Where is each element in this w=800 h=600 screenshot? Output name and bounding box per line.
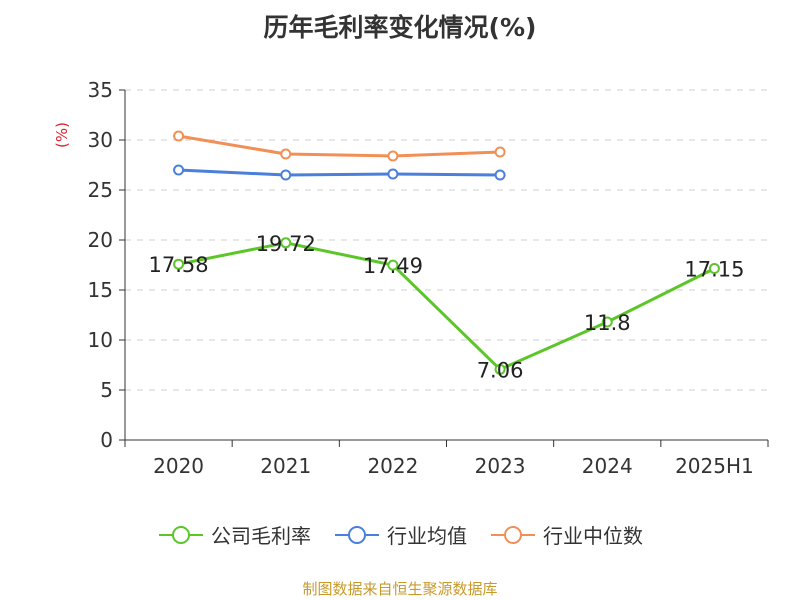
data-point bbox=[173, 130, 185, 142]
legend-line-marker-icon bbox=[159, 525, 203, 544]
chart-title: 历年毛利率变化情况(%) bbox=[263, 13, 537, 42]
legend-line-marker-icon bbox=[491, 525, 535, 544]
line-chart: 0 5 10 15 20 25 30 35 2020 2021 2022 2023 2024 2025H1… bbox=[88, 78, 769, 478]
y-tick-label: 5 bbox=[100, 378, 113, 402]
series-line bbox=[178, 168, 501, 177]
y-tick-label: 0 bbox=[100, 428, 113, 452]
legend: 公司毛利率 行业均值 行业中位数 bbox=[0, 520, 800, 549]
x-tick-label: 2022 bbox=[367, 454, 418, 478]
data-point bbox=[173, 258, 185, 270]
y-tick-label: 25 bbox=[88, 178, 113, 202]
data-labels: 17.58 19.72 17.49 7.06 11.8 17.15 bbox=[149, 232, 745, 383]
x-tick-label: 2024 bbox=[582, 454, 633, 478]
data-label: 17.58 bbox=[149, 253, 209, 277]
legend-item-industry-median[interactable]: 行业中位数 bbox=[489, 520, 643, 549]
y-tick-label: 30 bbox=[88, 128, 113, 152]
data-point bbox=[173, 164, 185, 176]
data-point bbox=[280, 148, 292, 160]
y-tick-label: 15 bbox=[88, 278, 113, 302]
y-tick-label: 35 bbox=[88, 78, 113, 102]
data-label: 17.49 bbox=[363, 254, 423, 278]
data-point bbox=[494, 146, 506, 158]
data-point bbox=[387, 150, 399, 162]
data-point bbox=[280, 237, 292, 249]
y-tick-label: 20 bbox=[88, 228, 113, 252]
data-point bbox=[387, 168, 399, 180]
x-tick-label: 2021 bbox=[260, 454, 311, 478]
data-point bbox=[494, 169, 506, 181]
x-tick-label: 2025H1 bbox=[675, 454, 754, 478]
axes: 0 5 10 15 20 25 30 35 2020 2021 2022 2023 2024 2025H1 bbox=[88, 78, 769, 478]
legend-line-marker-icon bbox=[335, 525, 379, 544]
source-note: 制图数据来自恒生聚源数据库 bbox=[302, 580, 498, 598]
data-label: 11.8 bbox=[584, 311, 631, 335]
data-point bbox=[708, 263, 720, 274]
legend-label: 行业中位数 bbox=[543, 524, 643, 548]
data-label: 19.72 bbox=[256, 232, 316, 256]
legend-label: 行业均值 bbox=[387, 524, 467, 548]
data-label: 7.06 bbox=[477, 358, 524, 382]
grid-lines bbox=[125, 89, 768, 391]
data-point bbox=[494, 363, 506, 375]
data-point bbox=[280, 169, 292, 181]
legend-label: 公司毛利率 bbox=[211, 524, 311, 548]
y-tick-label: 10 bbox=[88, 328, 113, 352]
series-line bbox=[178, 241, 716, 371]
data-label: 17.15 bbox=[684, 258, 744, 282]
x-tick-label: 2020 bbox=[153, 454, 204, 478]
x-tick-label: 2023 bbox=[475, 454, 526, 478]
legend-item-industry-average[interactable]: 行业均值 bbox=[333, 520, 467, 549]
data-point bbox=[387, 259, 399, 271]
data-point bbox=[601, 316, 613, 328]
legend-item-company-margin[interactable]: 公司毛利率 bbox=[157, 520, 311, 549]
series-line bbox=[178, 134, 501, 158]
series-lines bbox=[173, 130, 720, 375]
